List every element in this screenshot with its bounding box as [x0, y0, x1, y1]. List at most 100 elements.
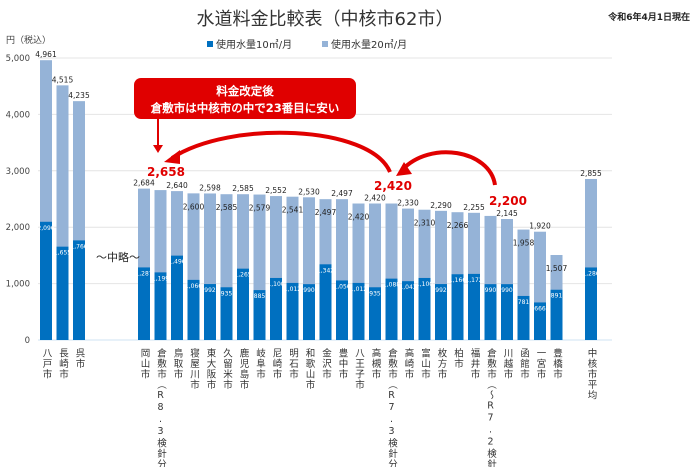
bar-10m3	[286, 282, 299, 340]
category-label: 豊橋市	[551, 347, 563, 379]
category-label: 川越市	[502, 348, 514, 380]
bar-10m3	[171, 255, 183, 340]
value-label-20m3: 1,507	[546, 264, 568, 273]
y-tick-label: 3,000	[6, 167, 30, 177]
callout: 料金改定後 倉敷市は中核市の中で23番目に安い	[134, 78, 356, 153]
chart-title: 水道料金比較表（中核市62市）	[197, 9, 454, 30]
value-label-10m3: 935	[221, 290, 233, 297]
category-label: 豊中市	[337, 347, 349, 379]
category-label: 鳥取市	[172, 347, 184, 379]
value-label-10m3: 1,043	[399, 284, 416, 291]
value-label-10m3: 1,496	[168, 259, 185, 266]
legend-swatch-20	[322, 41, 328, 47]
category-label: 八王子市	[353, 348, 365, 390]
y-tick-label: 0	[25, 336, 30, 346]
callout-arrowhead-icon	[153, 145, 163, 153]
value-label-20m3: 2,855	[580, 169, 602, 178]
curved-arrows	[164, 130, 497, 186]
legend: 使用水量10㎥/月 使用水量20㎥/月	[207, 38, 407, 51]
value-label-20m3: 2,420	[348, 213, 370, 222]
category-label: 富山市	[419, 347, 431, 379]
value-label-20m3: 2,600	[183, 202, 205, 211]
x-axis-labels: 八戸市 長崎市 呉市 岡山市 倉敷市（R8.3検針分～） 鳥取市 寝屋川市 東大阪市 久留米市鹿…	[41, 347, 598, 471]
category-label: 倉敷市（～R7.2検針分）	[485, 347, 497, 467]
category-label: 八戸市	[41, 348, 53, 380]
category-label: 明石市	[287, 348, 299, 380]
category-label: 寝屋川市	[188, 347, 200, 390]
value-label-10m3: 1,166	[449, 277, 466, 284]
bar-10m3	[385, 278, 398, 340]
bar-10m3	[501, 284, 513, 340]
bar-10m3	[534, 302, 546, 340]
category-label: 和歌山市	[304, 348, 316, 390]
curved-arrow-icon	[400, 150, 497, 186]
y-axis-unit: 円（税込）	[6, 34, 51, 46]
bar-10m3	[237, 268, 249, 340]
bar-10m3	[451, 274, 464, 340]
value-label-10m3: 1,342	[317, 267, 334, 274]
value-label-20m3: 2,266	[447, 221, 469, 230]
category-label: 高崎市	[403, 347, 415, 379]
value-label-10m3: 992	[435, 287, 447, 294]
category-label: 枚方市	[436, 347, 448, 379]
value-label-10m3: 781	[518, 299, 530, 306]
value-label-10m3: 1,286	[582, 270, 599, 277]
bar-10m3	[418, 277, 431, 340]
category-label: 東大阪市	[205, 347, 217, 390]
category-label: 岐阜市	[254, 347, 266, 379]
value-label-20m3: 2,310	[414, 219, 436, 228]
value-label-20m3: 2,541	[282, 206, 304, 215]
bar-10m3	[585, 267, 597, 340]
value-label-20m3: 4,515	[52, 75, 74, 84]
bar-10m3	[517, 295, 530, 340]
value-label-20m3: 2,420	[364, 194, 386, 203]
highlight-value-label: 2,658	[147, 165, 185, 179]
curved-arrowhead-icon	[164, 150, 180, 164]
data-labels: 2,096 4,961 1,655 4,515 1,766 4,235 1,287 2,684…	[35, 50, 602, 312]
value-label-10m3: 1,012	[350, 286, 367, 293]
category-label: 尼崎市	[271, 348, 283, 380]
category-label: 高槻市	[370, 347, 382, 379]
value-label-20m3: 2,552	[265, 186, 287, 195]
bar-10m3	[319, 264, 332, 340]
value-label-10m3: 1,766	[70, 243, 87, 250]
highlight-value-label: 2,200	[489, 194, 527, 208]
category-label: 一宮市	[535, 348, 547, 380]
value-label-10m3: 1,655	[54, 250, 71, 257]
bars	[40, 60, 597, 341]
value-label-20m3: 2,585	[232, 184, 254, 193]
value-label-10m3: 990	[485, 287, 497, 294]
legend-label-10: 使用水量10㎥/月	[216, 38, 292, 51]
omitted-label: ～中略～	[96, 250, 140, 264]
bar-10m3	[369, 287, 381, 340]
category-label: 金沢市	[320, 347, 332, 379]
value-label-10m3: 666	[534, 305, 546, 312]
value-label-10m3: 1,265	[234, 272, 251, 279]
bar-10m3	[303, 284, 315, 340]
y-axis-ticks: 0 1,000 2,000 3,000 4,000 5,000	[6, 54, 30, 346]
value-label-20m3: 2,598	[199, 183, 221, 192]
value-label-20m3: 2,497	[331, 189, 353, 198]
highlight-value-label: 2,420	[374, 179, 412, 193]
value-label-10m3: 1,172	[465, 277, 482, 284]
value-label-20m3: 2,145	[496, 209, 518, 218]
bar-10m3	[40, 221, 52, 340]
category-label: 長崎市	[57, 348, 69, 380]
legend-swatch-10	[207, 41, 213, 47]
bar-10m3	[220, 287, 233, 340]
category-label: 久留米市	[221, 347, 233, 390]
value-label-20m3: 2,640	[166, 181, 188, 190]
value-label-20m3: 2,255	[463, 203, 485, 212]
bar-10m3	[402, 281, 414, 340]
category-label: 函館市	[518, 348, 530, 380]
y-tick-label: 1,000	[6, 280, 30, 290]
bar-10m3	[484, 284, 497, 340]
bar-10m3	[56, 246, 69, 340]
value-label-10m3: 1,100	[416, 281, 433, 288]
value-label-10m3: 990	[501, 287, 513, 294]
category-label: 岡山市	[139, 348, 151, 380]
category-label: 柏市	[452, 347, 464, 369]
value-label-10m3: 1,066	[185, 283, 202, 290]
category-label: 鹿児島市	[238, 347, 250, 390]
